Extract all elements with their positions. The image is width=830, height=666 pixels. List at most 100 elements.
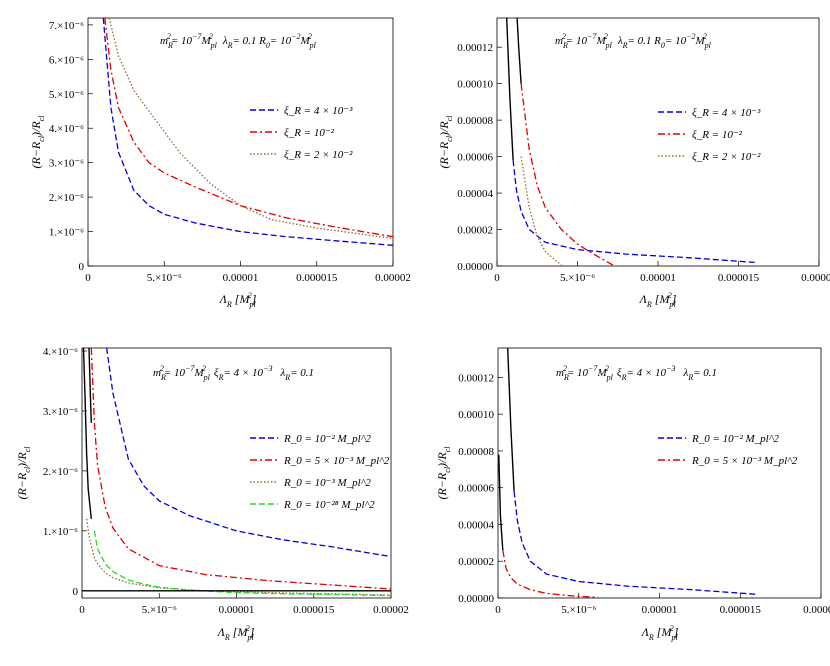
- chart-panel-top-right: mR2= 10−7Mpl2 λR= 0.1 R0= 10−2Mpl2 0 5.×10…: [437, 17, 830, 309]
- panel-annotation: mR2= 10−7Mpl2 λR= 0.1 R0= 10−2Mpl2: [555, 32, 712, 50]
- legend: ξ_R = 4 × 10⁻³ ξ_R = 10⁻² ξ_R = 2 × 10⁻²: [250, 105, 353, 161]
- series-line: [513, 491, 757, 595]
- y-tick-label: 4.×10⁻⁶: [43, 346, 78, 358]
- plot-frame: [496, 17, 820, 267]
- y-tick-label: 0.00006: [457, 152, 493, 164]
- x-axis-title: ΛR [Mpl2]: [217, 624, 255, 642]
- legend: R_0 = 10⁻² M_pl^2 R_0 = 5 × 10⁻³ M_pl^2 R_…: [250, 433, 390, 511]
- y-axis-title: (R−Rcl)/Rcl: [29, 115, 46, 169]
- x-tick-label: 0.00001: [642, 604, 678, 616]
- x-tick-label: 0.00001: [219, 604, 255, 616]
- series-line: [520, 156, 562, 266]
- series-line: [502, 550, 599, 598]
- legend: R_0 = 10⁻² M_pl^2 R_0 = 5 × 10⁻³ M_pl^2: [658, 433, 798, 467]
- chart-panel-bottom-left: mR2= 10−7Mpl2 ξR= 4 × 10−3 λR= 0.1 0 5.×10⁻…: [15, 346, 409, 642]
- chart-panel-top-left: mR2= 10−7Mpl2 λR= 0.1 R0= 10−2Mpl2 0 5.×10…: [29, 17, 411, 309]
- y-axis-title: (R−Rcl)/Rcl: [15, 446, 32, 500]
- series-line: [102, 18, 393, 246]
- panel-annotation: mR2= 10−7Mpl2 ξR= 4 × 10−3 λR= 0.1: [153, 364, 314, 382]
- y-tick-label: 0: [79, 261, 85, 273]
- y-tick-label: 0.00010: [458, 409, 494, 421]
- y-tick-label: 0.00002: [457, 225, 493, 237]
- x-tick-label: 0.00002: [803, 604, 830, 616]
- x-tick-label: 0.000015: [718, 272, 760, 284]
- x-tick-label: 0: [85, 272, 91, 284]
- y-tick-label: 0.00002: [458, 556, 494, 568]
- y-tick-label: 0.00006: [458, 483, 494, 495]
- x-tick-label: 0.00002: [801, 272, 830, 284]
- y-tick-label: 0.00008: [457, 115, 493, 127]
- plot-frame: [81, 347, 392, 599]
- legend-entry: R_0 = 10⁻² M_pl^2: [691, 433, 779, 445]
- classical-curve-line: [506, 18, 514, 161]
- y-tick-label: 0.00012: [458, 372, 494, 384]
- x-tick-label: 0.000015: [293, 604, 335, 616]
- y-tick-label: 0.00012: [457, 42, 493, 54]
- x-axis-title: ΛR [Mpl2]: [219, 291, 257, 309]
- y-tick-label: 0.00010: [457, 79, 493, 91]
- y-tick-label: 2.×10⁻⁶: [49, 192, 84, 204]
- y-tick-label: 5.×10⁻⁶: [49, 89, 84, 101]
- x-axis-title: ΛR [Mpl2]: [641, 624, 679, 642]
- y-tick-label: 1.×10⁻⁶: [43, 526, 78, 538]
- x-tick-label: 0.000015: [720, 604, 762, 616]
- series-line: [104, 18, 393, 238]
- legend-entry: R_0 = 10⁻³ M_pl^2: [283, 477, 371, 489]
- legend-entry: R_0 = 5 × 10⁻³ M_pl^2: [283, 455, 390, 467]
- y-axis-title: (R−Rcl)/Rcl: [435, 446, 452, 500]
- legend-entry: ξ_R = 2 × 10⁻²: [692, 151, 761, 163]
- y-tick-label: 3.×10⁻⁶: [49, 158, 84, 170]
- y-tick-label: 3.×10⁻⁶: [43, 406, 78, 418]
- y-tick-label: 1.×10⁻⁶: [49, 227, 84, 239]
- y-tick-label: 0.00000: [457, 261, 493, 273]
- plot-frame: [497, 347, 822, 599]
- x-axis-title: ΛR [Mpl2]: [639, 291, 677, 309]
- legend-entry: ξ_R = 10⁻²: [284, 127, 335, 139]
- y-tick-label: 0.00008: [458, 446, 494, 458]
- x-tick-label: 5.×10⁻⁶: [147, 272, 182, 284]
- series-line: [512, 160, 755, 264]
- y-tick-label: 0.00004: [457, 188, 493, 200]
- series-line: [520, 83, 614, 266]
- series-line: [93, 530, 391, 597]
- classical-curve-line: [507, 348, 515, 492]
- y-tick-label: 6.×10⁻⁶: [49, 54, 84, 66]
- legend-entry: ξ_R = 4 × 10⁻³: [284, 105, 353, 117]
- legend-entry: ξ_R = 4 × 10⁻³: [692, 107, 761, 119]
- chart-panel-bottom-right: mR2= 10−7Mpl2 ξR= 4 × 10−3 λR= 0.1 0 5.×10⁻…: [435, 347, 830, 642]
- x-tick-label: 0.00001: [640, 272, 676, 284]
- y-tick-label: 0.00000: [458, 593, 494, 605]
- legend-entry: ξ_R = 2 × 10⁻²: [284, 149, 353, 161]
- x-tick-label: 5.×10⁻⁶: [560, 272, 595, 284]
- series-line: [108, 18, 393, 240]
- x-tick-label: 0: [79, 604, 85, 616]
- y-tick-label: 2.×10⁻⁶: [43, 466, 78, 478]
- panel-annotation: mR2= 10−7Mpl2 ξR= 4 × 10−3 λR= 0.1: [556, 364, 717, 382]
- legend-entry: ξ_R = 10⁻²: [692, 129, 743, 141]
- legend: ξ_R = 4 × 10⁻³ ξ_R = 10⁻² ξ_R = 2 × 10⁻²: [658, 107, 761, 163]
- series-line: [85, 518, 391, 596]
- legend-entry: R_0 = 10⁻² M_pl^2: [283, 433, 371, 445]
- classical-curve-line: [88, 348, 92, 423]
- panel-annotation: mR2= 10−7Mpl2 λR= 0.1 R0= 10−2Mpl2: [160, 32, 317, 50]
- classical-curve-line: [498, 454, 504, 551]
- classical-curve-line: [82, 348, 92, 519]
- legend-entry: R_0 = 10⁻²⁸ M_pl^2: [283, 499, 375, 511]
- y-tick-label: 4.×10⁻⁶: [49, 123, 84, 135]
- x-tick-label: 5.×10⁻⁶: [561, 604, 596, 616]
- x-tick-label: 0.00001: [223, 272, 259, 284]
- y-axis-title: (R−Rcl)/Rcl: [437, 115, 454, 169]
- x-tick-label: 0: [495, 604, 501, 616]
- y-tick-label: 0.00004: [458, 519, 494, 531]
- x-tick-label: 0.00002: [373, 604, 409, 616]
- series-line: [106, 348, 391, 558]
- legend-entry: R_0 = 5 × 10⁻³ M_pl^2: [691, 455, 798, 467]
- classical-curve-line: [516, 18, 522, 84]
- x-tick-label: 0.00002: [375, 272, 411, 284]
- x-tick-label: 5.×10⁻⁶: [142, 604, 177, 616]
- x-tick-label: 0.000015: [296, 272, 338, 284]
- y-tick-label: 0: [73, 586, 79, 598]
- x-tick-label: 0: [494, 272, 500, 284]
- series-line: [90, 348, 391, 590]
